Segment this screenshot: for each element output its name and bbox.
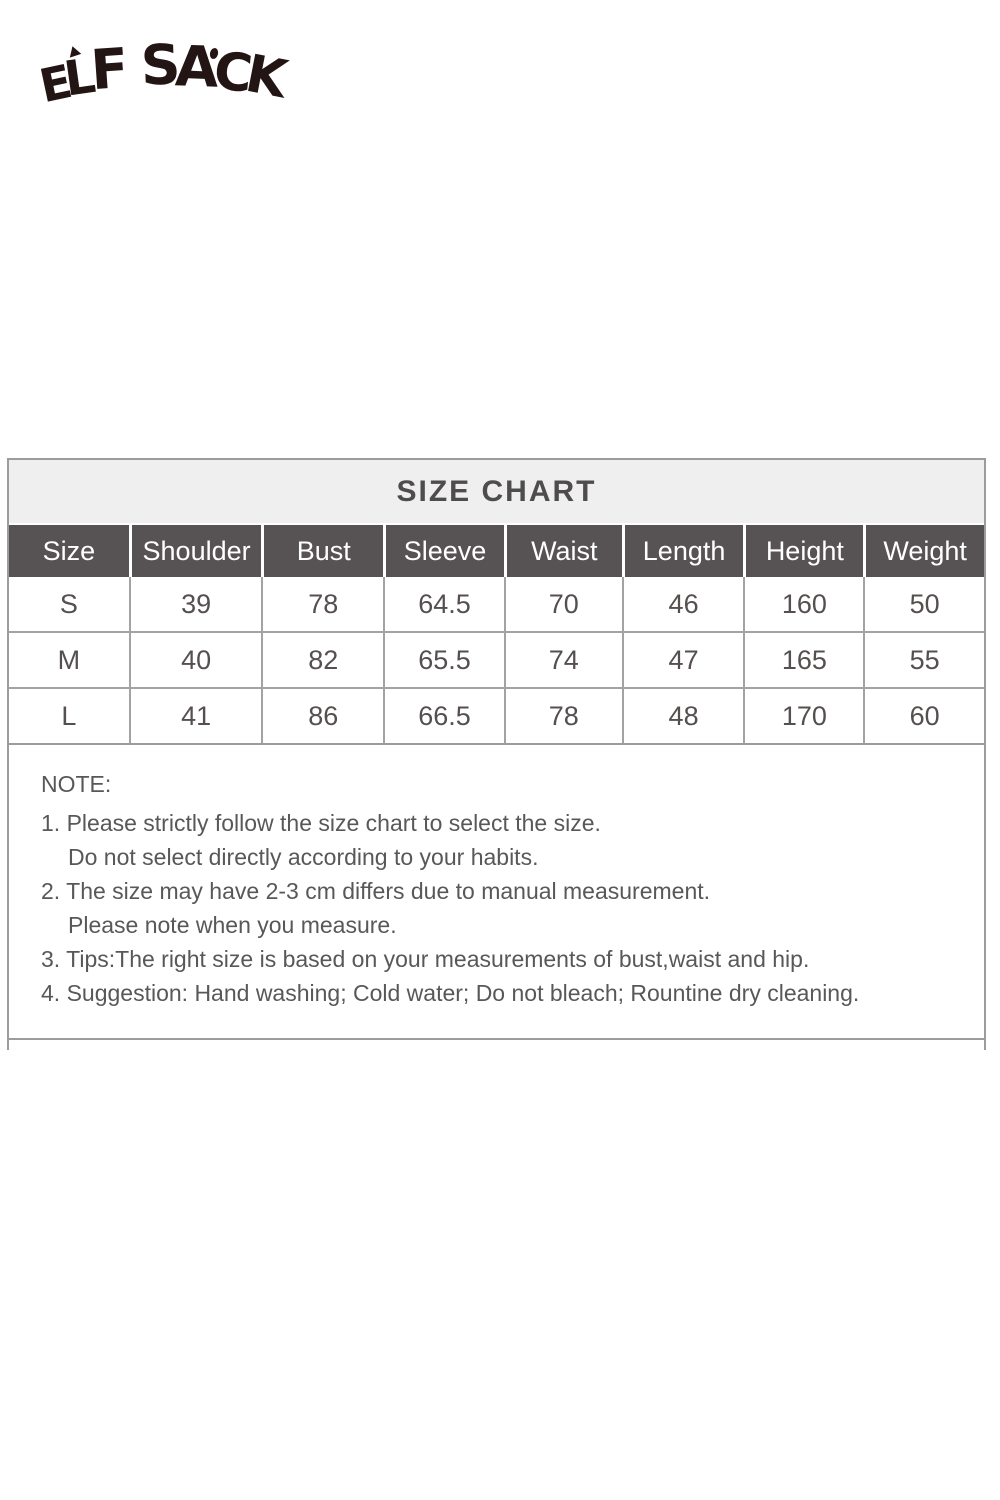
- cell-value: 86: [261, 689, 383, 743]
- cell-value: 55: [863, 633, 984, 687]
- cell-value: 48: [621, 689, 744, 743]
- cell-value: 70: [503, 577, 622, 631]
- cell-value: 64.5: [383, 577, 504, 631]
- note-line-3: 3. Tips:The right size is based on your …: [41, 946, 810, 972]
- logo-letter: S: [139, 32, 180, 98]
- note-line-2b: Please note when you measure.: [68, 912, 397, 938]
- cell-value: 46: [621, 577, 744, 631]
- column-header-weight: Weight: [863, 525, 984, 577]
- cell-value: 47: [621, 633, 744, 687]
- notes-section: NOTE: 1. Please strictly follow the size…: [9, 743, 984, 1038]
- column-header-shoulder: Shoulder: [128, 525, 262, 577]
- cell-value: 60: [863, 689, 984, 743]
- table-row-s: S 39 78 64.5 70 46 160 50: [9, 577, 984, 631]
- note-line-2: 2. The size may have 2-3 cm differs due …: [41, 878, 711, 904]
- note-line-1: 1. Please strictly follow the size chart…: [41, 810, 601, 836]
- next-section-border-stub: [7, 1040, 986, 1050]
- column-header-bust: Bust: [261, 525, 383, 577]
- cell-value: 40: [128, 633, 262, 687]
- column-header-height: Height: [743, 525, 863, 577]
- cell-value: 78: [261, 577, 383, 631]
- cell-value: 41: [128, 689, 262, 743]
- table-row-m: M 40 82 65.5 74 47 165 55: [9, 631, 984, 687]
- column-header-size: Size: [42, 535, 96, 566]
- cell-value: 65.5: [383, 633, 504, 687]
- column-header-waist: Waist: [503, 525, 622, 577]
- note-line-4: 4. Suggestion: Hand washing; Cold water;…: [41, 980, 860, 1006]
- notes-heading: NOTE:: [41, 771, 112, 797]
- logo-letter: F: [88, 35, 129, 103]
- cell-size: L: [61, 700, 77, 731]
- cell-value: 74: [503, 633, 622, 687]
- brand-logo: ELF SACK: [35, 32, 290, 124]
- cell-value: 160: [743, 577, 863, 631]
- size-chart-header-row: Size Shoulder Bust Sleeve Waist Length H…: [9, 525, 984, 577]
- cell-value: 170: [743, 689, 863, 743]
- column-header-length: Length: [621, 525, 744, 577]
- cell-size: M: [57, 644, 81, 675]
- size-chart-box: SIZE CHART Size Shoulder Bust Sleeve Wai…: [7, 458, 986, 1040]
- cell-value: 50: [863, 577, 984, 631]
- table-row-l: L 41 86 66.5 78 48 170 60: [9, 687, 984, 743]
- column-header-sleeve: Sleeve: [383, 525, 504, 577]
- cell-value: 78: [503, 689, 622, 743]
- cell-value: 82: [261, 633, 383, 687]
- cell-value: 165: [743, 633, 863, 687]
- size-chart-area: SIZE CHART Size Shoulder Bust Sleeve Wai…: [7, 458, 986, 1050]
- size-chart-title: SIZE CHART: [9, 460, 984, 525]
- note-line-1b: Do not select directly according to your…: [68, 844, 539, 870]
- cell-value: 39: [128, 577, 262, 631]
- cell-value: 66.5: [383, 689, 504, 743]
- cell-size: S: [59, 588, 78, 619]
